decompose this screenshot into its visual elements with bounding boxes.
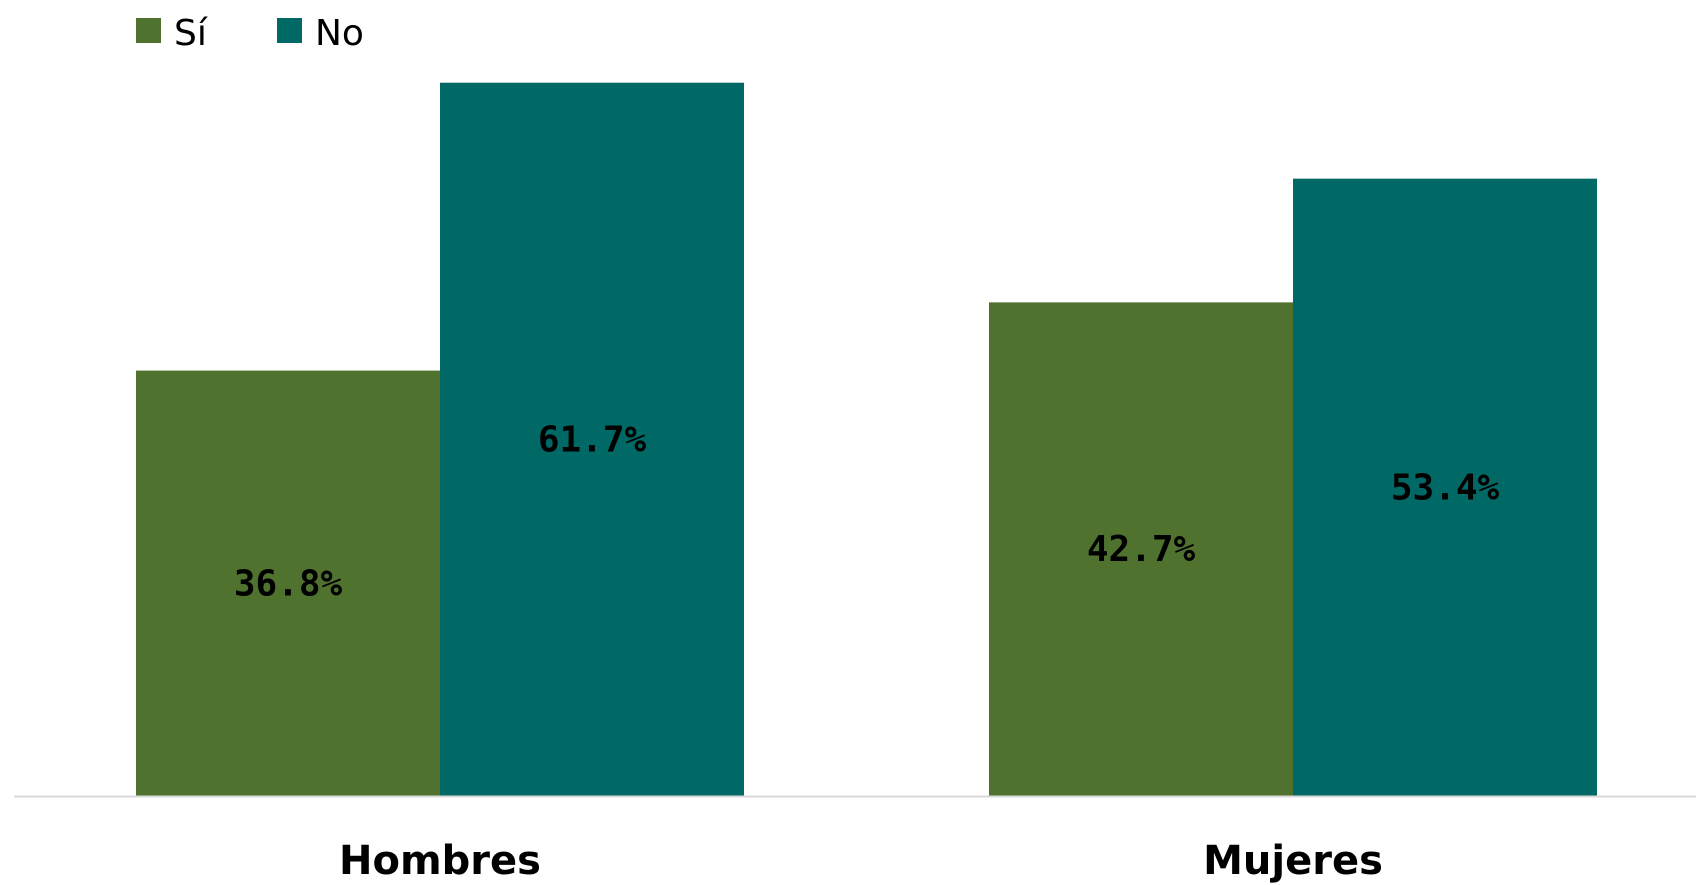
category-labels: Hombres Mujeres bbox=[339, 838, 1383, 884]
legend-swatch-no bbox=[277, 18, 302, 43]
data-label-no-hombres: 61.7% bbox=[538, 419, 647, 460]
bar-no-hombres bbox=[440, 82, 744, 796]
bar-no-mujeres bbox=[1293, 178, 1597, 796]
bars bbox=[136, 82, 1597, 796]
legend-label-si: Sí bbox=[174, 13, 208, 54]
data-labels: 36.8% 61.7% 42.7% 53.4% bbox=[234, 419, 1500, 604]
legend-swatch-si bbox=[136, 18, 161, 43]
data-label-no-mujeres: 53.4% bbox=[1391, 467, 1500, 508]
legend-label-no: No bbox=[315, 13, 364, 54]
data-label-si-mujeres: 42.7% bbox=[1087, 529, 1196, 570]
legend: Sí No bbox=[136, 13, 364, 54]
bar-si-hombres bbox=[136, 370, 440, 796]
category-label-mujeres: Mujeres bbox=[1203, 838, 1383, 884]
category-label-hombres: Hombres bbox=[339, 838, 541, 884]
data-label-si-hombres: 36.8% bbox=[234, 563, 343, 604]
bar-si-mujeres bbox=[989, 302, 1293, 796]
